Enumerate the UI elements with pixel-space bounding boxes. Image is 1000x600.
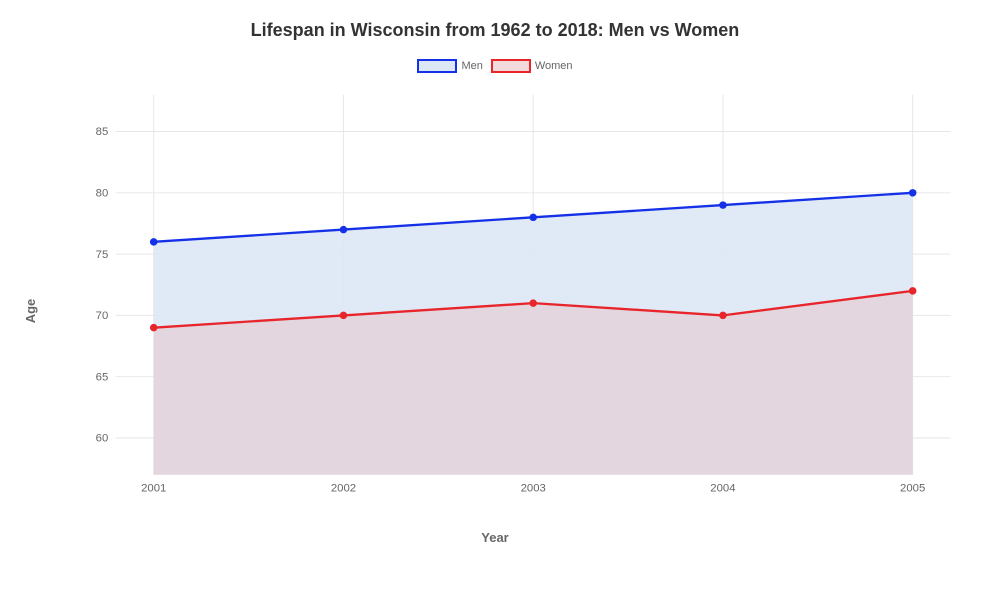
point-women-4[interactable] [909,287,917,294]
point-men-1[interactable] [340,226,348,233]
legend-swatch-men [417,59,457,73]
point-men-3[interactable] [719,201,727,208]
legend-item-men[interactable]: Men [417,59,482,73]
legend-swatch-women [491,59,531,73]
chart-title: Lifespan in Wisconsin from 1962 to 2018:… [20,20,970,41]
point-women-0[interactable] [150,324,158,331]
svg-text:70: 70 [96,310,109,322]
point-women-2[interactable] [529,299,537,306]
svg-text:2002: 2002 [331,483,356,495]
svg-text:2005: 2005 [900,483,925,495]
svg-text:60: 60 [96,433,109,445]
plot-wrapper: Age Year 6065707580852001200220032004200… [20,81,970,541]
chart-container: Lifespan in Wisconsin from 1962 to 2018:… [0,0,1000,600]
svg-text:2004: 2004 [710,483,735,495]
svg-text:85: 85 [96,126,109,138]
point-women-1[interactable] [340,312,348,319]
legend-label-women: Women [535,60,573,72]
legend: Men Women [20,59,970,73]
point-men-2[interactable] [529,214,537,221]
chart-svg: 60 65 70 75 80 85 2001 2002 2003 2004 2005 [78,91,960,499]
svg-text:75: 75 [96,249,109,261]
svg-text:2003: 2003 [521,483,546,495]
svg-text:80: 80 [96,188,109,200]
legend-label-men: Men [461,60,482,72]
point-men-0[interactable] [150,238,158,245]
point-men-4[interactable] [909,189,917,196]
svg-text:65: 65 [96,371,109,383]
legend-item-women[interactable]: Women [491,59,573,73]
y-axis-label: Age [23,299,38,324]
svg-text:2001: 2001 [141,483,166,495]
point-women-3[interactable] [719,312,727,319]
plot-area: 60 65 70 75 80 85 2001 2002 2003 2004 2005 [78,91,960,499]
x-axis-label: Year [481,530,508,545]
